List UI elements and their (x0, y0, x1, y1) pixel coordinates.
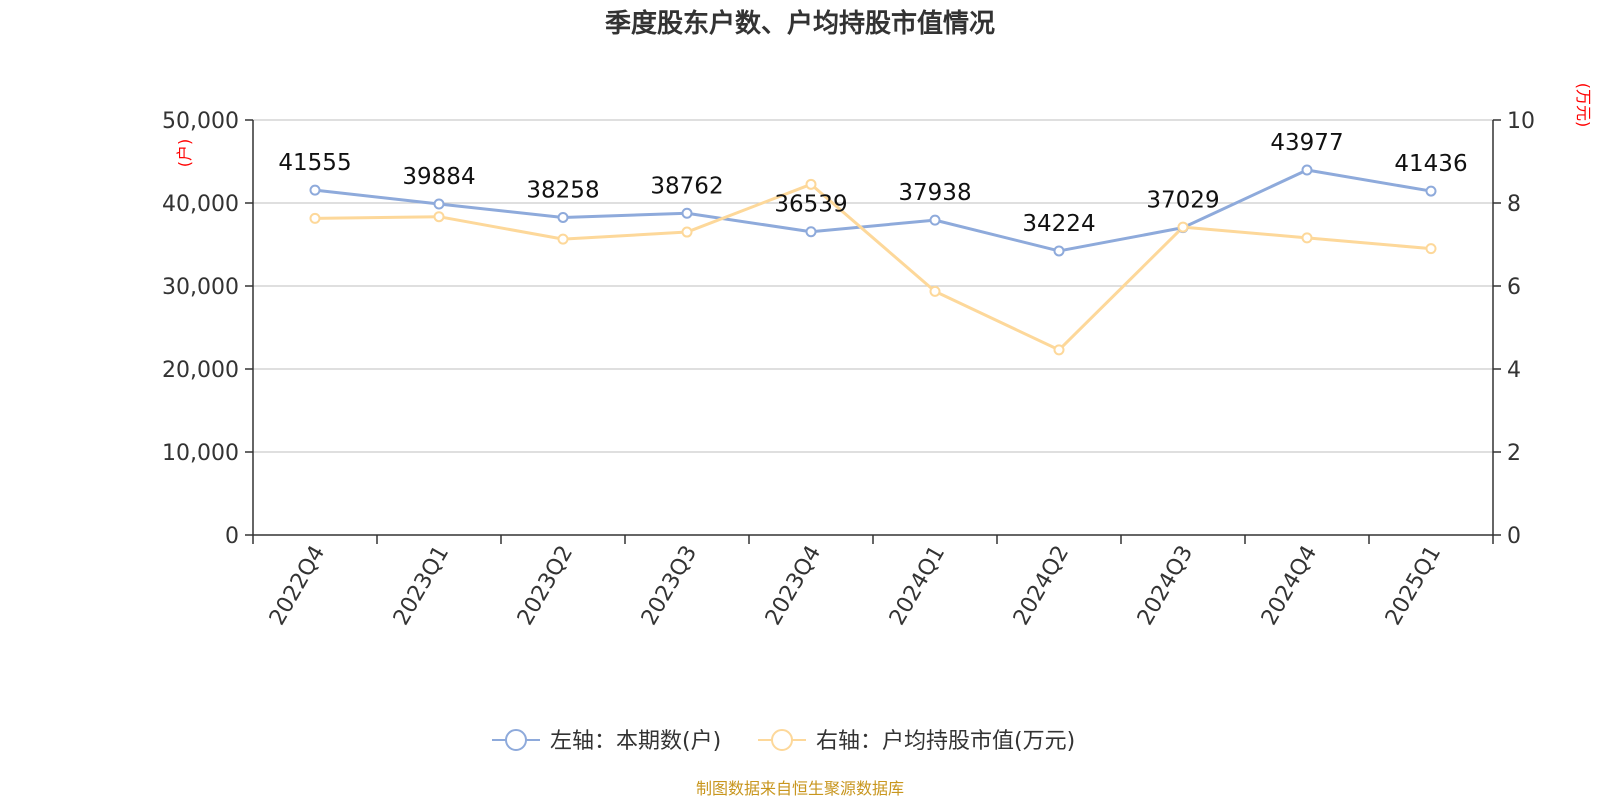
avg-value-point-9 (1425, 243, 1437, 255)
avg-value-point-7 (1177, 221, 1189, 233)
data-labels: 41555 39884 38258 38762 36539 37938 34224 37029… (278, 130, 1467, 237)
left-tick-label-1: 10,000 (162, 441, 239, 466)
x-tick-label-8: 2024Q4 (1257, 542, 1322, 630)
left-tick-label-3: 30,000 (162, 275, 239, 300)
left-axis-unit: (户) (175, 139, 194, 168)
left-tick-label-5: 50,000 (162, 109, 239, 134)
x-tick-label-5: 2024Q1 (885, 542, 950, 630)
avg-value-point-5 (929, 285, 941, 297)
households-point-0 (309, 184, 321, 196)
households-data-label-5: 37938 (898, 180, 971, 206)
right-tick-label-5: 10 (1507, 109, 1535, 134)
households-data-label-8: 43977 (1270, 130, 1343, 156)
avg-value-point-4 (805, 178, 817, 190)
households-data-label-7: 37029 (1146, 188, 1219, 214)
households-point-3 (681, 207, 693, 219)
households-data-label-9: 41436 (1394, 151, 1467, 177)
chart-title: 季度股东户数、户均持股市值情况 (605, 8, 995, 39)
legend-marker-households (505, 729, 527, 751)
avg-value-point-0 (309, 212, 321, 224)
right-tick-label-2: 4 (1507, 358, 1521, 383)
households-point-4 (805, 226, 817, 238)
households-data-label-1: 39884 (402, 164, 475, 190)
legend-item-avg-value[interactable]: 右轴：户均持股市值(万元) (758, 729, 1075, 754)
left-tick-label-4: 40,000 (162, 192, 239, 217)
right-tick-label-3: 6 (1507, 275, 1521, 300)
source-note: 制图数据来自恒生聚源数据库 (696, 779, 904, 798)
x-tick-label-9: 2025Q1 (1381, 542, 1446, 630)
households-data-label-4: 36539 (774, 192, 847, 218)
households-data-label-6: 34224 (1022, 211, 1095, 237)
legend-marker-avg-value (771, 729, 793, 751)
households-point-2 (557, 211, 569, 223)
avg-value-point-6 (1053, 344, 1065, 356)
right-tick-label-0: 0 (1507, 524, 1521, 549)
left-tick-label-2: 20,000 (162, 358, 239, 383)
legend-label-households: 左轴：本期数(户) (550, 729, 721, 754)
x-tick-label-7: 2024Q3 (1133, 542, 1198, 630)
households-point-6 (1053, 245, 1065, 257)
legend-item-households[interactable]: 左轴：本期数(户) (492, 729, 721, 754)
households-point-1 (433, 198, 445, 210)
households-data-label-2: 38258 (526, 177, 599, 203)
series-line-avg-value (314, 182, 1432, 352)
x-tick-label-1: 2023Q1 (389, 542, 454, 630)
avg-value-point-3 (681, 226, 693, 238)
x-tick-label-3: 2023Q3 (637, 542, 702, 630)
grid-lines (253, 119, 1493, 453)
series-lines (314, 168, 1432, 352)
households-point-9 (1425, 185, 1437, 197)
legend: 左轴：本期数(户) 右轴：户均持股市值(万元) (492, 729, 1075, 754)
households-data-label-0: 41555 (278, 150, 351, 176)
series-line-households (314, 168, 1432, 253)
households-data-label-3: 38762 (650, 173, 723, 199)
households-point-5 (929, 214, 941, 226)
right-axis-unit: (万元) (1574, 83, 1593, 128)
series-points (309, 164, 1437, 356)
legend-label-avg-value: 右轴：户均持股市值(万元) (816, 729, 1075, 754)
right-tick-label-4: 8 (1507, 192, 1521, 217)
x-tick-label-0: 2022Q4 (265, 542, 330, 630)
right-tick-label-1: 2 (1507, 441, 1521, 466)
avg-value-point-1 (433, 211, 445, 223)
households-point-8 (1301, 164, 1313, 176)
left-tick-label-0: 0 (225, 524, 239, 549)
x-tick-label-6: 2024Q2 (1009, 542, 1074, 630)
avg-value-point-2 (557, 233, 569, 245)
avg-value-point-8 (1301, 232, 1313, 244)
x-tick-label-4: 2023Q4 (761, 542, 826, 630)
x-tick-label-2: 2023Q2 (513, 542, 578, 630)
